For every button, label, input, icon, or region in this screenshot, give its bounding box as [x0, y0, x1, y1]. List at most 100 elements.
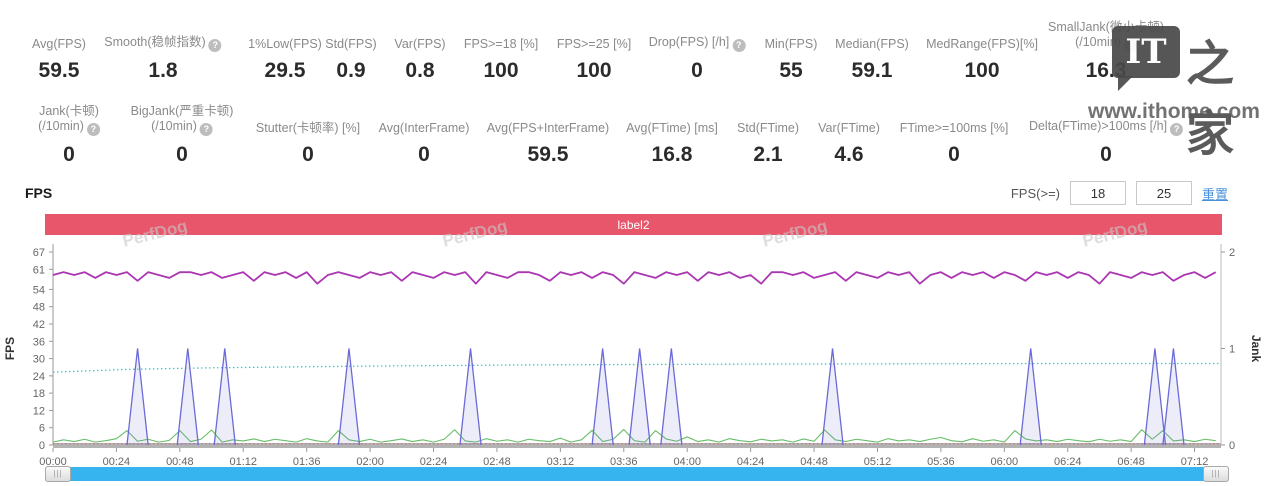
y-left-tick-label: 36 — [33, 336, 45, 348]
stat-value: 0 — [691, 59, 703, 82]
series-avg-trend — [52, 362, 1221, 373]
stat-label: Std(FPS) — [325, 37, 377, 51]
x-tick-label: 03:36 — [610, 456, 638, 466]
fps-threshold-input-low[interactable] — [1069, 181, 1126, 205]
row1-stat: Avg(FPS) 59.5 — [32, 37, 86, 82]
series-jank-events — [660, 348, 683, 446]
stat-value: 100 — [483, 59, 519, 82]
row1-stat: 1%Low(FPS) 29.5 — [248, 37, 322, 82]
stat-label: MedRange(FPS)[%] — [926, 37, 1038, 51]
y-left-tick-label: 61 — [33, 264, 45, 276]
series-jank-events — [176, 348, 199, 446]
y-left-tick-label: 48 — [33, 302, 45, 314]
x-tick-label: 02:24 — [420, 456, 448, 466]
help-icon[interactable]: ? — [1170, 123, 1184, 136]
row1-stat: Median(FPS) 59.1 — [835, 37, 909, 82]
y-right-tick-label: 0 — [1229, 440, 1235, 452]
help-icon[interactable]: ? — [86, 123, 100, 136]
series-jank-events — [126, 348, 149, 446]
x-tick-label: 00:48 — [166, 456, 194, 466]
row2-stat: Avg(InterFrame) 0 — [379, 121, 470, 166]
row2-stat: Stutter(卡顿率) [%] 0 — [256, 121, 360, 166]
row2-stat: Avg(FTime) [ms] 16.8 — [626, 121, 718, 166]
x-tick-label: 01:36 — [293, 456, 321, 466]
stat-value: 59.1 — [851, 59, 893, 82]
chart-range-scrollbar[interactable]: ||| ||| — [45, 466, 1229, 482]
stat-label: Avg(FPS+InterFrame) — [486, 121, 610, 135]
row1-stat: Std(FPS) 0.9 — [325, 37, 376, 82]
help-icon[interactable]: ? — [1123, 39, 1137, 52]
x-tick-label: 02:00 — [356, 456, 384, 466]
stat-value: 0 — [302, 143, 314, 166]
y-left-tick-label: 54 — [33, 284, 45, 296]
x-tick-label: 01:12 — [229, 456, 257, 466]
stat-value: 100 — [964, 59, 1000, 82]
stat-value: 29.5 — [264, 59, 306, 82]
row1-stat: MedRange(FPS)[%] 100 — [926, 37, 1038, 82]
row1-stat: FPS>=25 [%] 100 — [557, 37, 631, 82]
stat-value: 4.6 — [834, 143, 864, 166]
row1-stat: FPS>=18 [%] 100 — [464, 37, 538, 82]
help-icon[interactable]: ? — [208, 39, 222, 52]
stat-label: Std(FTime) — [736, 121, 800, 135]
stat-value: 0 — [63, 143, 75, 166]
chart-section-title: FPS — [25, 185, 53, 201]
stats-row-jank-ftime: Jank(卡顿) (/10min)? 0 BigJank(严重卡顿) (/10min… — [0, 92, 1274, 170]
series-jank-events — [459, 348, 482, 446]
stat-label: Jank(卡顿) (/10min)? — [38, 104, 100, 136]
row2-stat: Jank(卡顿) (/10min)? 0 — [38, 104, 100, 166]
x-tick-label: 06:00 — [991, 456, 1019, 466]
row1-stat: Drop(FPS) [/h]? 0 — [649, 35, 746, 82]
stat-label: BigJank(严重卡顿) (/10min)? — [130, 104, 234, 136]
row2-stat: Std(FTime) 2.1 — [737, 121, 799, 166]
x-tick-label: 02:48 — [483, 456, 511, 466]
scrollbar-right-handle[interactable]: ||| — [1203, 466, 1229, 482]
reset-link[interactable]: 重置 — [1201, 186, 1228, 202]
row2-stat: Delta(FTime)>100ms [/h]? 0 — [1029, 119, 1184, 166]
stat-value: 0.8 — [405, 59, 435, 82]
x-tick-label: 04:00 — [673, 456, 701, 466]
series-jank-events — [1143, 348, 1167, 446]
stat-value: 55 — [779, 59, 803, 82]
stat-value: 1.8 — [148, 59, 178, 82]
fps-threshold-label: FPS(>=) — [1010, 185, 1060, 201]
scrollbar-left-handle[interactable]: ||| — [45, 466, 71, 482]
series-jank-events — [1019, 348, 1042, 446]
row1-stat: SmallJank(微小卡顿) (/10min)? 16.3 — [1048, 20, 1164, 82]
stat-label: SmallJank(微小卡顿) (/10min)? — [1048, 20, 1164, 52]
stat-value: 0 — [176, 143, 188, 166]
stat-label: Avg(FTime) [ms] — [626, 121, 718, 135]
x-tick-label: 03:12 — [547, 456, 575, 466]
stat-label: Delta(FTime)>100ms [/h]? — [1029, 119, 1184, 136]
y-left-tick-label: 30 — [33, 354, 45, 366]
x-tick-label: 07:12 — [1181, 456, 1209, 466]
fps-threshold-input-high[interactable] — [1135, 181, 1192, 205]
row2-stat: FTime>=100ms [%] 0 — [900, 121, 1009, 166]
series-stutter — [52, 428, 1216, 443]
x-tick-label: 06:24 — [1054, 456, 1082, 466]
y-left-axis-title: FPS — [3, 337, 17, 360]
x-axis-line — [53, 443, 1221, 448]
row2-stat: Avg(FPS+InterFrame) 59.5 — [487, 121, 609, 166]
x-tick-label: 05:12 — [864, 456, 892, 466]
x-tick-label: 04:48 — [800, 456, 828, 466]
row2-stat: Var(FTime) 4.6 — [818, 121, 880, 166]
stat-value: 0 — [1100, 143, 1112, 166]
stat-label: FTime>=100ms [%] — [899, 121, 1009, 135]
stat-label: FPS>=18 [%] — [463, 37, 539, 51]
stat-label: Var(FTime) — [818, 121, 880, 135]
grip-icon: ||| — [53, 469, 63, 478]
y-left-tick-label: 6 — [39, 423, 45, 435]
series-jank-events — [337, 348, 361, 446]
y-left-tick-label: 18 — [33, 388, 45, 400]
stat-value: 0.9 — [336, 59, 366, 82]
row1-stat: Min(FPS) 55 — [765, 37, 818, 82]
fps-chart-area[interactable]: 67 61 54 48 42 36 30 24 18 12 6 0 2 1 0 00:00 00:24 00:48… — [0, 240, 1274, 466]
help-icon[interactable]: ? — [732, 39, 746, 52]
fps-threshold-filter: FPS(>=) 重置 — [1011, 181, 1228, 205]
row1-stat: Var(FPS) 0.8 — [394, 37, 445, 82]
stat-value: 59.5 — [38, 59, 80, 82]
y-right-tick-label: 2 — [1229, 247, 1235, 259]
help-icon[interactable]: ? — [199, 123, 213, 136]
stat-label: Smooth(稳帧指数)? — [104, 35, 222, 52]
